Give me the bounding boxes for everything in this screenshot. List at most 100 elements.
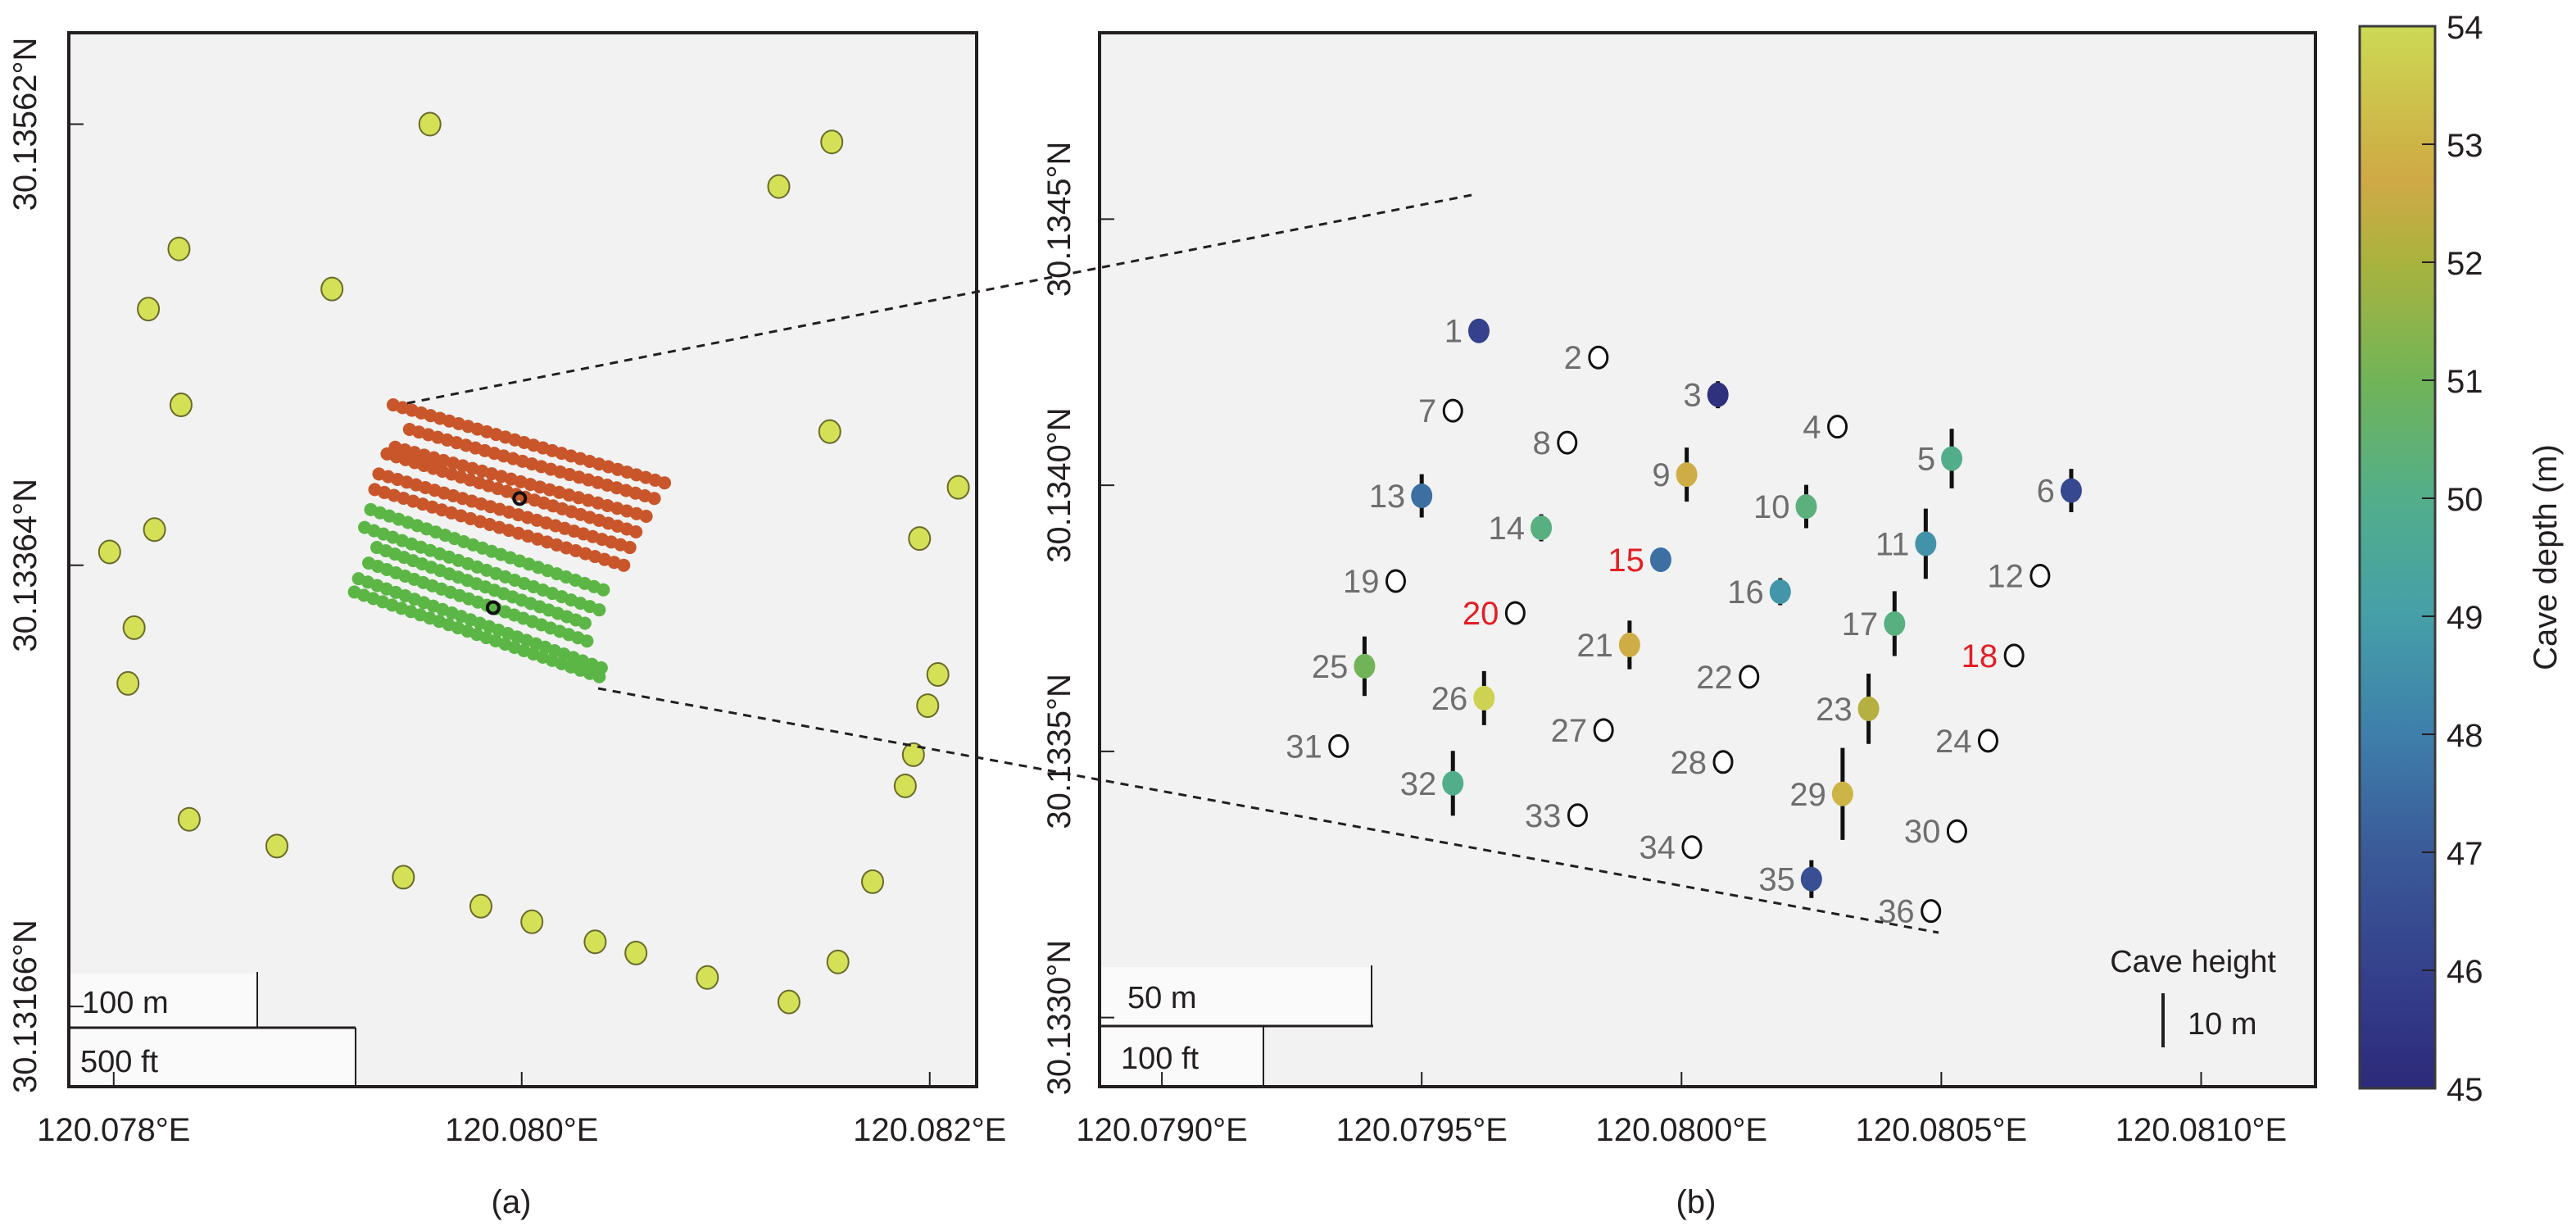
point-label: 32: [1400, 766, 1437, 802]
point-label: 35: [1758, 862, 1795, 898]
outer-well-point: [520, 909, 544, 934]
y-tick-label: 30.1345°N: [1041, 142, 1077, 297]
cave-point-2: 2: [1564, 340, 1609, 376]
scale-bar-metric-label: 100 m: [82, 986, 169, 1020]
point-label: 26: [1431, 681, 1468, 717]
cave-depth-marker: [1467, 318, 1490, 343]
outer-well-point: [901, 742, 925, 767]
point-label: 7: [1418, 393, 1436, 429]
x-tick-label: 120.080°E: [445, 1112, 598, 1148]
outer-well-point: [926, 662, 950, 688]
point-label: 23: [1816, 692, 1853, 728]
point-label: 9: [1652, 457, 1670, 493]
y-tick-label: 30.13166°N: [7, 919, 43, 1093]
outer-well-point: [826, 949, 850, 974]
cave-depth-marker: [1857, 696, 1880, 721]
outer-well-point: [818, 419, 841, 444]
grid-north-point: [639, 509, 653, 523]
panel-a-grid-points: [347, 398, 672, 683]
cave-point-3: 3: [1683, 378, 1729, 414]
panel-a-scale-bar: 100 m 500 ft: [69, 972, 356, 1087]
point-label: 22: [1696, 660, 1733, 696]
point-label: 15: [1608, 543, 1644, 579]
no-cave-marker: [1567, 803, 1588, 828]
x-tick-label: 120.078°E: [37, 1112, 190, 1148]
cave-depth-marker: [1800, 866, 1822, 892]
point-label: 2: [1564, 340, 1582, 376]
no-cave-marker: [1442, 398, 1463, 423]
scale-bar-imperial-label: 100 ft: [1121, 1042, 1200, 1076]
x-tick-label: 120.0810°E: [2116, 1112, 2288, 1148]
cave-point-12: 12: [1987, 558, 2051, 594]
outer-well-point: [820, 129, 844, 155]
no-cave-marker: [1827, 415, 1848, 439]
grid-south-point: [578, 616, 592, 630]
colorbar-tick-label: 45: [2447, 1072, 2483, 1108]
outer-well-point: [137, 297, 161, 322]
cave-depth-marker: [1473, 685, 1495, 711]
grid-north-point: [647, 492, 661, 506]
cave-point-5: 5: [1917, 429, 1963, 488]
no-cave-marker: [1739, 665, 1760, 689]
no-cave-marker: [1977, 729, 1998, 753]
cave-point-13: 13: [1369, 474, 1433, 518]
cave-point-19: 19: [1343, 564, 1406, 600]
colorbar-gradient: [2358, 25, 2437, 1090]
panel-a-label: (a): [492, 1184, 532, 1220]
no-cave-marker: [1328, 733, 1349, 758]
point-label: 10: [1753, 489, 1790, 525]
panel-b-map: 1234567891011121314151617181920212223242…: [1041, 31, 2317, 1220]
point-label: 21: [1576, 628, 1613, 664]
outer-well-point: [143, 517, 166, 543]
outer-well-point: [320, 276, 344, 302]
depth-colorbar: 45 46 47 48 49 50 51 52 53 54 Cave depth (m): [2358, 10, 2564, 1108]
zoom-connector-top: [406, 193, 1472, 405]
cave-depth-marker: [1411, 484, 1433, 509]
cave-depth-marker: [1676, 462, 1698, 488]
panel-a-x-axis: 120.078°E 120.080°E 120.082°E: [37, 1072, 1006, 1148]
outer-well-point: [767, 174, 791, 199]
cave-point-25: 25: [1312, 636, 1376, 697]
point-label: 14: [1489, 511, 1526, 547]
point-label: 8: [1533, 425, 1551, 461]
cave-point-20: 20: [1463, 596, 1526, 632]
colorbar-tick-label: 54: [2447, 10, 2483, 46]
point-label: 13: [1369, 479, 1406, 515]
panel-b-scale-bar: 50 m 100 ft: [1100, 965, 1373, 1087]
outer-well-point: [777, 989, 800, 1015]
cave-depth-marker: [1707, 382, 1729, 407]
cave-point-23: 23: [1816, 673, 1880, 744]
point-label: 24: [1935, 724, 1972, 760]
scale-bar-metric-label: 50 m: [1127, 981, 1196, 1015]
point-label: 18: [1961, 638, 1998, 674]
point-label: 25: [1312, 649, 1349, 685]
cave-point-30: 30: [1904, 814, 1967, 850]
grid-north-marked-point: [512, 491, 528, 506]
grid-south-point: [580, 634, 594, 648]
cave-depth-marker: [1915, 531, 1937, 556]
no-cave-marker: [1385, 569, 1406, 593]
no-cave-marker: [1593, 718, 1614, 742]
outer-well-point: [624, 940, 648, 965]
grid-north-point: [617, 558, 631, 572]
cave-point-6: 6: [2037, 469, 2082, 512]
x-tick-label: 120.0805°E: [1856, 1112, 2028, 1148]
point-label: 28: [1671, 745, 1708, 781]
colorbar-tick-label: 46: [2447, 954, 2483, 990]
outer-well-point: [265, 833, 288, 859]
cave-point-14: 14: [1489, 511, 1553, 547]
no-cave-marker: [1681, 835, 1703, 860]
cave-point-26: 26: [1431, 670, 1495, 725]
point-label: 16: [1727, 574, 1764, 611]
y-tick-label: 30.1340°N: [1041, 407, 1077, 562]
cave-point-31: 31: [1286, 729, 1349, 765]
cave-point-29: 29: [1789, 747, 1853, 840]
outer-well-point: [392, 865, 415, 890]
panel-a-outer-wells: [98, 111, 970, 1015]
no-cave-marker: [1921, 899, 1942, 924]
cave-point-35: 35: [1758, 860, 1822, 898]
point-label: 4: [1803, 410, 1821, 446]
no-cave-marker: [1588, 345, 1609, 370]
panel-b-label: (b): [1676, 1184, 1717, 1220]
